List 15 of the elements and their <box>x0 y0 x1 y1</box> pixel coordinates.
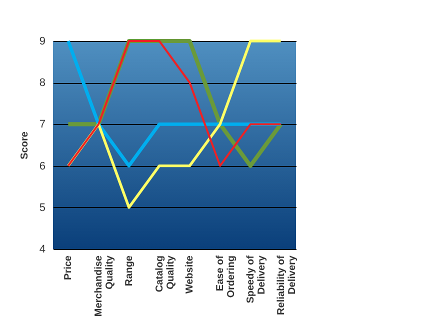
x-tick-label: Price <box>63 255 74 280</box>
x-tick-label: Reliability of Delivery <box>276 254 298 315</box>
y-tick-label: 9 <box>39 36 46 48</box>
y-tick-label: 6 <box>39 160 46 172</box>
y-tick-label: 4 <box>39 244 46 256</box>
x-tick-label: Ease of Ordering <box>215 254 238 298</box>
y-tick-label: 5 <box>39 202 46 214</box>
x-tick-label: Speedy of Delivery <box>245 254 268 304</box>
y-tick-label: 7 <box>39 118 46 131</box>
y-axis-title: Score <box>19 131 30 160</box>
x-tick-label: Website <box>184 255 196 294</box>
x-tick-label: Merchandise Quality <box>94 255 116 317</box>
x-tick-label: Range <box>124 255 135 286</box>
y-tick-label: 8 <box>39 77 46 90</box>
x-tick-label: Catalog Quality <box>154 255 176 292</box>
